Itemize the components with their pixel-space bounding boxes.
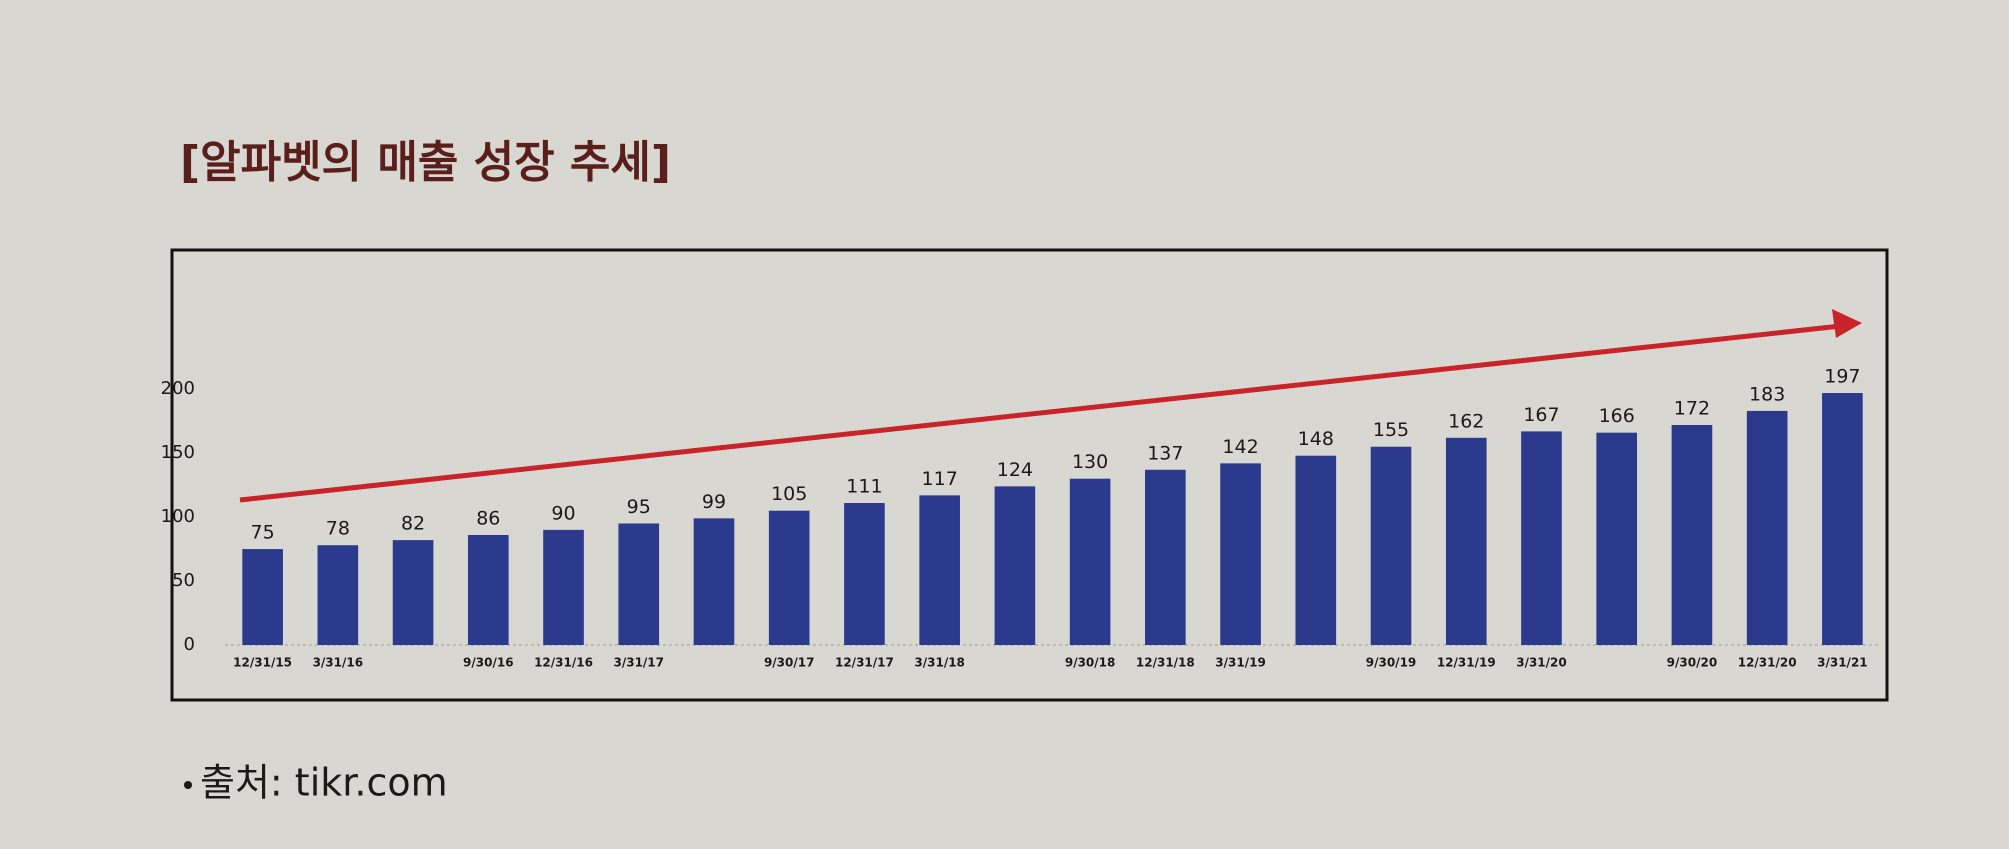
value-label: 172: [1674, 398, 1710, 420]
x-tick-label: 3/31/21: [1817, 656, 1868, 670]
x-tick-label: 12/31/16: [534, 656, 593, 670]
value-label: 183: [1749, 383, 1785, 405]
bar: [1746, 410, 1788, 645]
x-tick-label: 12/31/17: [835, 656, 894, 670]
value-label: 86: [476, 508, 500, 530]
bar: [618, 523, 660, 645]
bar: [392, 540, 434, 645]
bar: [1370, 446, 1412, 645]
bar: [242, 549, 283, 645]
y-tick-label: 200: [161, 378, 195, 399]
bar: [1295, 455, 1337, 645]
y-tick-label: 0: [184, 634, 195, 655]
value-label: 155: [1373, 419, 1409, 441]
bar: [994, 486, 1036, 645]
bar: [1069, 478, 1111, 645]
x-tick-label: 3/31/17: [613, 656, 664, 670]
value-label: 167: [1523, 404, 1559, 426]
bar: [1521, 431, 1562, 645]
x-tick-label: 3/31/18: [914, 656, 965, 670]
x-tick-label: 3/31/20: [1516, 656, 1567, 670]
bullet: [184, 781, 192, 789]
chart-frame: [170, 248, 1889, 702]
value-label: 75: [251, 522, 275, 544]
bar: [317, 545, 359, 645]
value-label: 105: [771, 483, 807, 505]
value-label: 166: [1599, 405, 1635, 427]
x-tick-label: 12/31/18: [1136, 656, 1195, 670]
bar: [1220, 463, 1261, 645]
x-tick-label: 3/31/19: [1215, 656, 1266, 670]
value-label: 78: [326, 518, 350, 540]
x-tick-label: 12/31/15: [233, 656, 292, 670]
x-tick-label: 9/30/19: [1366, 656, 1417, 670]
x-tick-label: 9/30/16: [463, 656, 514, 670]
x-tick-label: 12/31/19: [1437, 656, 1496, 670]
bar: [919, 495, 960, 645]
bar: [844, 503, 885, 645]
x-tick-label: 9/30/20: [1667, 656, 1718, 670]
bar: [768, 510, 810, 645]
value-label: 99: [702, 491, 726, 513]
x-tick-label: 9/30/17: [764, 656, 815, 670]
bar: [1596, 432, 1638, 645]
value-label: 130: [1072, 451, 1108, 473]
trend-arrow-head: [1832, 309, 1862, 338]
x-tick-label: 9/30/18: [1065, 656, 1116, 670]
value-label: 82: [401, 513, 425, 535]
value-label: 137: [1147, 442, 1183, 464]
value-label: 197: [1824, 366, 1860, 388]
chart-title: [알파벳의 매출 성장 추세]: [180, 137, 671, 188]
bar: [1822, 393, 1863, 645]
bar: [1445, 437, 1487, 645]
bar: [1671, 425, 1713, 645]
x-tick-label: 12/31/20: [1738, 656, 1797, 670]
y-tick-label: 100: [161, 506, 195, 527]
value-label: 111: [846, 476, 882, 498]
x-tick-label: 3/31/16: [313, 656, 364, 670]
bar: [693, 518, 735, 645]
value-label: 124: [997, 459, 1033, 481]
bar: [1145, 469, 1186, 645]
value-label: 148: [1298, 428, 1334, 450]
bar: [543, 529, 584, 645]
y-tick-label: 50: [172, 570, 195, 591]
value-label: 95: [627, 496, 651, 518]
source: 출처: tikr.com: [200, 761, 448, 805]
value-label: 117: [922, 468, 958, 490]
y-tick-label: 150: [161, 442, 195, 463]
bar: [467, 535, 509, 645]
value-label: 162: [1448, 410, 1484, 432]
value-label: 90: [551, 502, 575, 524]
trend-arrow: [239, 322, 1851, 503]
value-label: 142: [1222, 436, 1258, 458]
